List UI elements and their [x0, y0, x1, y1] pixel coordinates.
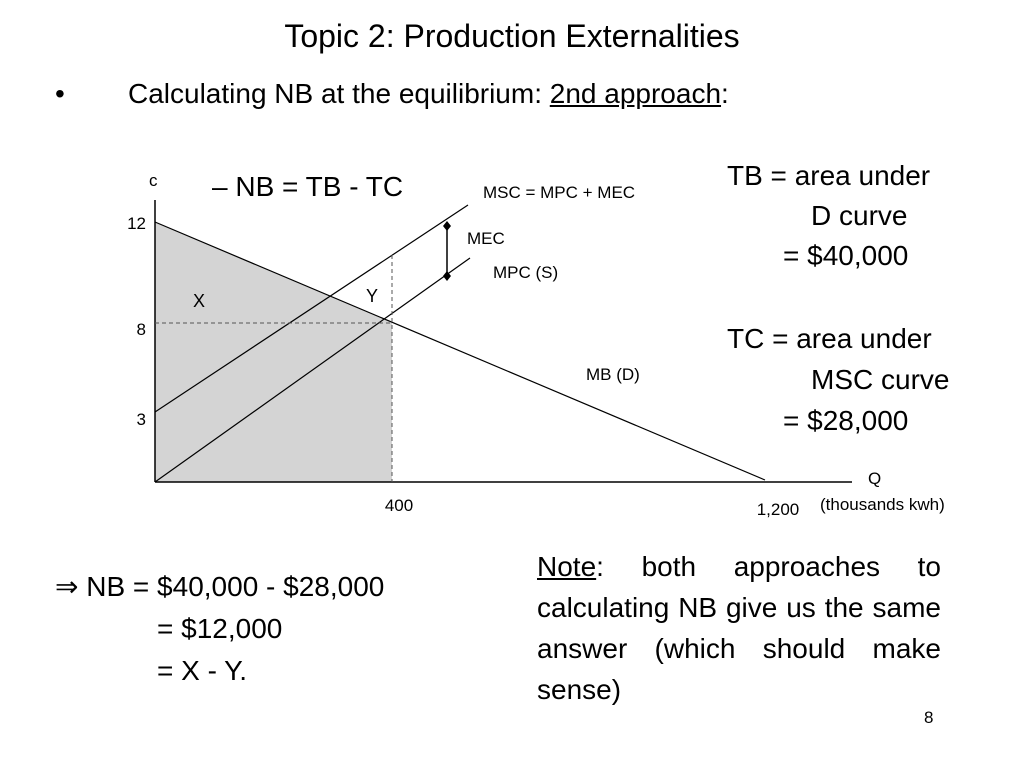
conclusion-line: = $12,000 — [157, 613, 283, 644]
tc-block: TC = area under MSC curve = $28,000 — [727, 318, 949, 441]
formula: – NB = TB - TC — [212, 171, 403, 202]
bullet: Calculating NB at the equilibrium: 2nd a… — [128, 78, 729, 110]
area-label: X — [193, 291, 205, 311]
note: Note: both approaches to calculating NB … — [537, 546, 941, 710]
bullet-text: Calculating NB at the equilibrium: — [128, 78, 550, 109]
curve-label: MPC (S) — [493, 263, 558, 282]
shaded-area — [155, 222, 392, 482]
x-axis-unit: (thousands kwh) — [820, 495, 945, 514]
curve-label: MEC — [467, 229, 505, 248]
bullet-marker: • — [55, 78, 65, 109]
y-tick-label: 3 — [137, 410, 146, 429]
tb-line: TB = area under — [727, 160, 931, 191]
tc-line: = $28,000 — [783, 405, 909, 436]
x-tick-label: 400 — [385, 496, 413, 515]
mpc-curve — [154, 257, 471, 483]
conclusion-line: = X - Y. — [157, 655, 248, 686]
tc-line: TC = area under — [727, 323, 932, 354]
note-label: Note — [537, 551, 597, 582]
msc-curve — [154, 204, 469, 413]
y-axis-label: c — [149, 171, 158, 190]
tb-line: D curve — [811, 200, 908, 231]
tc-line: MSC curve — [811, 364, 950, 395]
y-tick-label: 12 — [127, 214, 146, 233]
y-tick-label: 8 — [137, 320, 146, 339]
title: Topic 2: Production Externalities — [284, 18, 740, 54]
conclusion: ⇒ NB = $40,000 - $28,000 = $12,000 = X -… — [55, 566, 384, 692]
bullet-emphasis: 2nd approach — [549, 78, 722, 109]
arrow-head — [443, 221, 451, 231]
mb-curve — [154, 221, 766, 481]
arrow-head — [443, 271, 451, 281]
conclusion-line: ⇒ NB = $40,000 - $28,000 — [55, 571, 385, 602]
tb-block: TB = area under D curve = $40,000 — [727, 156, 930, 276]
page-number: 8 — [924, 708, 934, 727]
curve-label: MSC = MPC + MEC — [483, 183, 635, 202]
curve-label: MB (D) — [586, 365, 640, 384]
area-label: Y — [366, 286, 378, 306]
x-tick-label: 1,200 — [757, 500, 800, 519]
bullet-tail: : — [721, 78, 729, 109]
note-text: : both approaches to calculating NB give… — [537, 551, 941, 705]
x-axis-label: Q — [868, 469, 881, 488]
tb-line: = $40,000 — [783, 240, 909, 271]
